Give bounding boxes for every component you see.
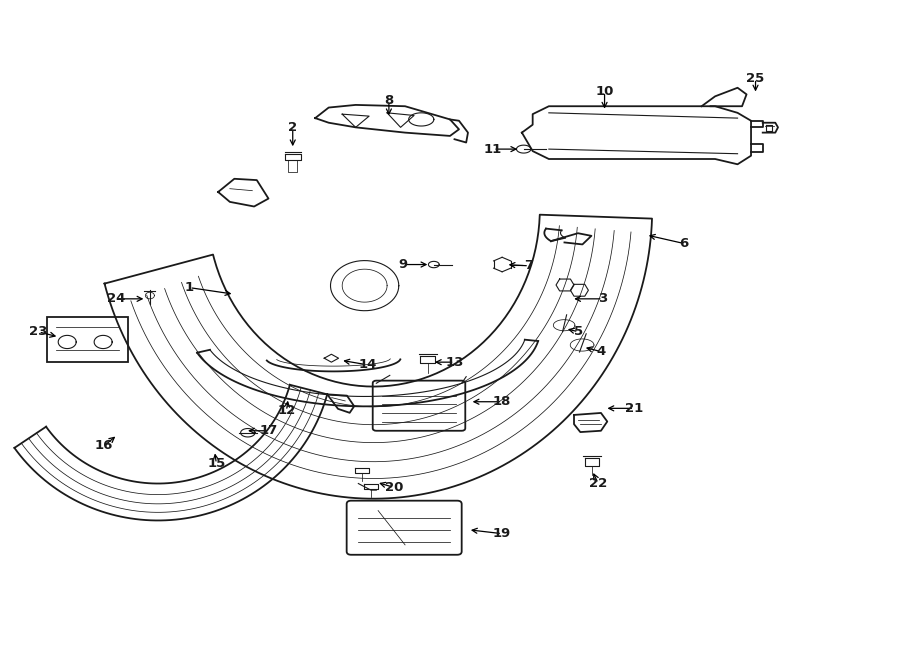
FancyBboxPatch shape — [346, 500, 462, 555]
Text: 7: 7 — [525, 259, 534, 272]
Text: 24: 24 — [106, 292, 125, 305]
FancyBboxPatch shape — [373, 381, 465, 431]
Text: 25: 25 — [746, 72, 765, 85]
Text: 10: 10 — [596, 85, 614, 98]
Text: 9: 9 — [399, 258, 408, 271]
Text: 4: 4 — [597, 345, 606, 358]
Text: 22: 22 — [590, 477, 608, 490]
Text: 8: 8 — [384, 95, 393, 108]
Text: 21: 21 — [626, 402, 644, 415]
Text: 5: 5 — [574, 325, 583, 338]
Text: 19: 19 — [493, 527, 511, 540]
Text: 2: 2 — [288, 121, 297, 134]
Text: 16: 16 — [94, 440, 113, 452]
Text: 11: 11 — [484, 143, 502, 155]
Text: 13: 13 — [446, 356, 464, 369]
Text: 15: 15 — [207, 457, 226, 470]
Text: 6: 6 — [679, 237, 688, 250]
Text: 3: 3 — [598, 292, 608, 305]
Bar — [48, 317, 129, 362]
Text: 1: 1 — [184, 281, 194, 294]
Text: 20: 20 — [385, 481, 403, 494]
Text: 18: 18 — [493, 395, 511, 408]
Text: 12: 12 — [277, 405, 295, 418]
Text: 23: 23 — [29, 325, 48, 338]
Text: 14: 14 — [358, 358, 376, 371]
Text: 17: 17 — [259, 424, 277, 438]
